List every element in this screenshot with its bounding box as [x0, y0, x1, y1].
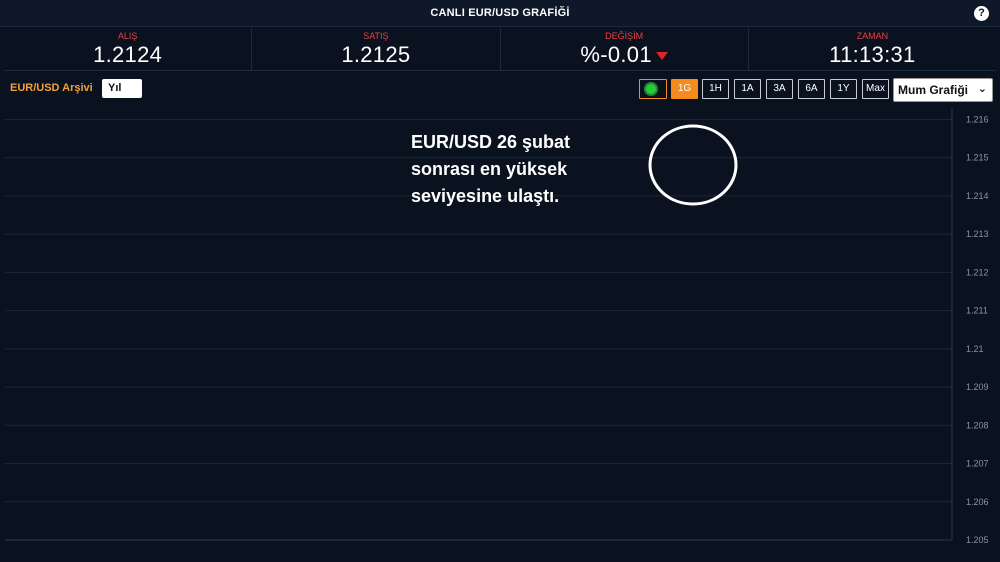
- change-value: %-0.01: [580, 42, 652, 67]
- annotation-line: sonrası en yüksek: [411, 159, 568, 179]
- annotation-line: EUR/USD 26 şubat: [411, 132, 571, 152]
- archive-label: EUR/USD Arşivi: [10, 82, 93, 94]
- chart-title: CANLI EUR/USD GRAFİĞİ: [430, 7, 570, 19]
- chart-toolbar: EUR/USD Arşivi Yıl 1G 1H 1A 3A 6A 1Y Max…: [0, 76, 1000, 102]
- time-cell: ZAMAN 11:13:31: [749, 28, 996, 70]
- interval-1g-button[interactable]: 1G: [671, 79, 698, 99]
- time-label: ZAMAN: [856, 31, 889, 41]
- y-tick-label: 1.206: [966, 497, 989, 507]
- candlestick-chart[interactable]: 1.205 1.206 1.207 1.208 1.209 1.21 1.211 1.212 1…: [0, 104, 1000, 562]
- y-tick-label: 1.209: [966, 382, 989, 392]
- annotation-text: EUR/USD 26 şubat sonrası en yüksek seviy…: [411, 129, 611, 210]
- bid-label: ALIŞ: [117, 31, 138, 41]
- quote-panel: ALIŞ 1.2124 SATIŞ 1.2125 DEĞİŞİM %-0.01 …: [4, 28, 996, 71]
- y-tick-label: 1.207: [966, 459, 989, 469]
- bid-value: 1.2124: [93, 42, 163, 67]
- interval-max-button[interactable]: Max: [862, 79, 889, 99]
- bid-cell: ALIŞ 1.2124: [4, 28, 253, 70]
- y-tick-label: 1.211: [966, 306, 988, 316]
- y-tick-label: 1.215: [966, 153, 989, 163]
- ask-value: 1.2125: [341, 42, 411, 67]
- grid: [5, 118, 952, 541]
- y-tick-label: 1.208: [966, 420, 989, 430]
- interval-6a-button[interactable]: 6A: [798, 79, 825, 99]
- live-button[interactable]: [639, 79, 667, 99]
- chart-type-select[interactable]: Mum Grafiği ⌄: [893, 78, 993, 102]
- chevron-down-icon: ⌄: [977, 83, 987, 95]
- interval-3a-button[interactable]: 3A: [766, 79, 793, 99]
- interval-1h-button[interactable]: 1H: [702, 79, 729, 99]
- y-tick-label: 1.21: [966, 344, 984, 354]
- ask-cell: SATIŞ 1.2125: [252, 28, 501, 70]
- live-indicator-icon: [646, 84, 656, 94]
- chart-header: CANLI EUR/USD GRAFİĞİ ?: [0, 0, 1000, 27]
- interval-1y-button[interactable]: 1Y: [830, 79, 857, 99]
- peak-highlight-circle: [648, 124, 738, 206]
- y-tick-label: 1.205: [966, 535, 989, 545]
- y-tick-label: 1.212: [966, 267, 989, 277]
- change-cell: DEĞİŞİM %-0.01: [501, 28, 749, 70]
- interval-1a-button[interactable]: 1A: [734, 79, 761, 99]
- y-tick-label: 1.213: [966, 229, 989, 239]
- chart-type-label: Mum Grafiği: [898, 83, 969, 97]
- y-tick-label: 1.214: [966, 191, 989, 201]
- change-wrap: %-0.01: [580, 42, 668, 68]
- help-icon[interactable]: ?: [974, 6, 989, 21]
- y-tick-label: 1.216: [966, 114, 989, 124]
- period-select[interactable]: Yıl: [102, 79, 142, 98]
- annotation-line: seviyesine ulaştı.: [411, 186, 560, 206]
- down-arrow-icon: [655, 52, 668, 61]
- ask-label: SATIŞ: [363, 31, 389, 41]
- change-label: DEĞİŞİM: [605, 31, 644, 41]
- time-value: 11:13:31: [829, 42, 916, 67]
